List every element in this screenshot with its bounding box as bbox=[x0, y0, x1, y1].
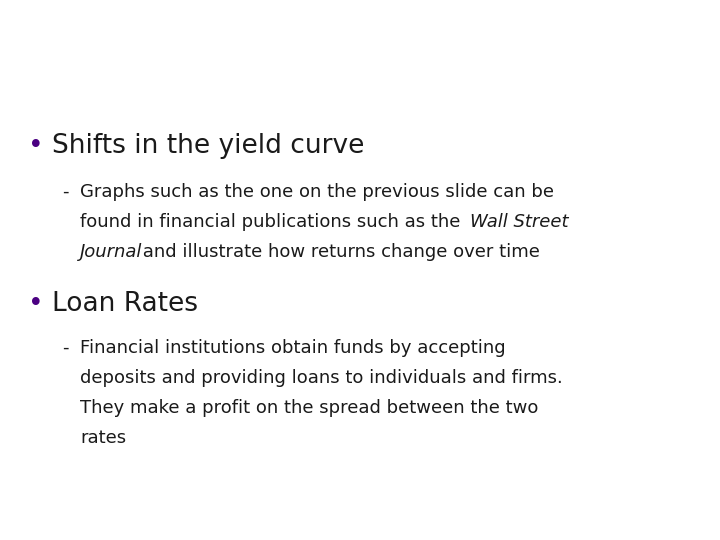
Text: Journal: Journal bbox=[80, 243, 143, 261]
Text: deposits and providing loans to individuals and firms.: deposits and providing loans to individu… bbox=[80, 369, 563, 387]
Text: Loan Rates: Loan Rates bbox=[52, 291, 198, 317]
Text: Financial institutions obtain funds by accepting: Financial institutions obtain funds by a… bbox=[80, 339, 505, 357]
Text: •: • bbox=[28, 291, 44, 317]
Text: and illustrate how returns change over time: and illustrate how returns change over t… bbox=[137, 243, 540, 261]
Text: •: • bbox=[28, 133, 44, 159]
Text: -: - bbox=[62, 339, 68, 357]
Text: They make a profit on the spread between the two: They make a profit on the spread between… bbox=[80, 399, 539, 417]
Text: Graphs such as the one on the previous slide can be: Graphs such as the one on the previous s… bbox=[80, 183, 554, 201]
Text: Interest Rates on Deposits and Loans: Interest Rates on Deposits and Loans bbox=[14, 51, 720, 84]
Text: -: - bbox=[62, 183, 68, 201]
Text: Wall Street: Wall Street bbox=[470, 213, 569, 231]
Text: (7 of 10): (7 of 10) bbox=[554, 57, 644, 77]
Text: PEARSON: PEARSON bbox=[613, 512, 710, 530]
Text: found in financial publications such as the: found in financial publications such as … bbox=[80, 213, 466, 231]
Text: Shifts in the yield curve: Shifts in the yield curve bbox=[52, 133, 364, 159]
Text: rates: rates bbox=[80, 429, 126, 447]
Text: Copyright © 2017, 2014, 2011 Pearson Education, Inc. All Rights Reserved: Copyright © 2017, 2014, 2011 Pearson Edu… bbox=[10, 516, 400, 526]
